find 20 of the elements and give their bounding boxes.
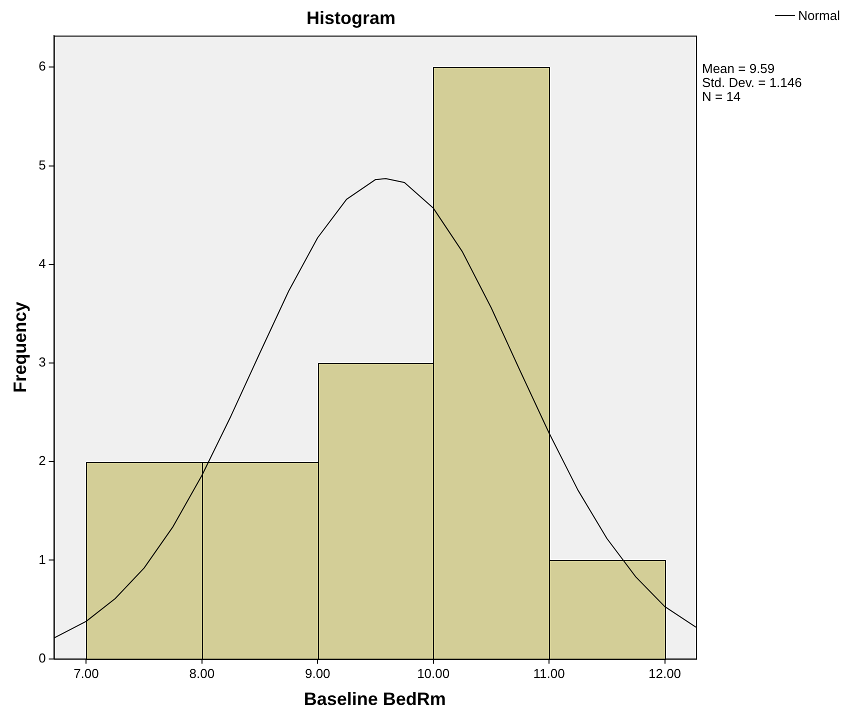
x-tick-label: 11.00	[533, 666, 565, 682]
x-tick-label: 9.00	[304, 666, 330, 682]
x-tick-label: 7.00	[74, 666, 99, 682]
y-tick-label: 6	[38, 58, 46, 74]
text: N = 14	[702, 89, 742, 104]
legend-label: Normal	[798, 8, 840, 23]
y-axis-title: Frequency	[10, 302, 30, 393]
y-tick-label: 0	[38, 650, 46, 666]
text: Mean = 9.59	[702, 61, 776, 76]
x-axis-title: Baseline BedRm	[304, 689, 446, 710]
x-tick-label: 8.00	[189, 666, 215, 682]
x-tick-label: 10.00	[417, 666, 450, 682]
text: Std. Dev. = 1.146	[702, 75, 802, 90]
y-tick-label: 5	[38, 157, 46, 172]
y-tick-label: 3	[38, 354, 46, 370]
chart-title: Histogram	[306, 8, 396, 28]
y-tick-label: 4	[38, 256, 46, 271]
y-tick-label: 1	[38, 552, 46, 567]
x-tick-label: 12.00	[648, 666, 682, 682]
y-tick-label: 2	[38, 453, 46, 468]
